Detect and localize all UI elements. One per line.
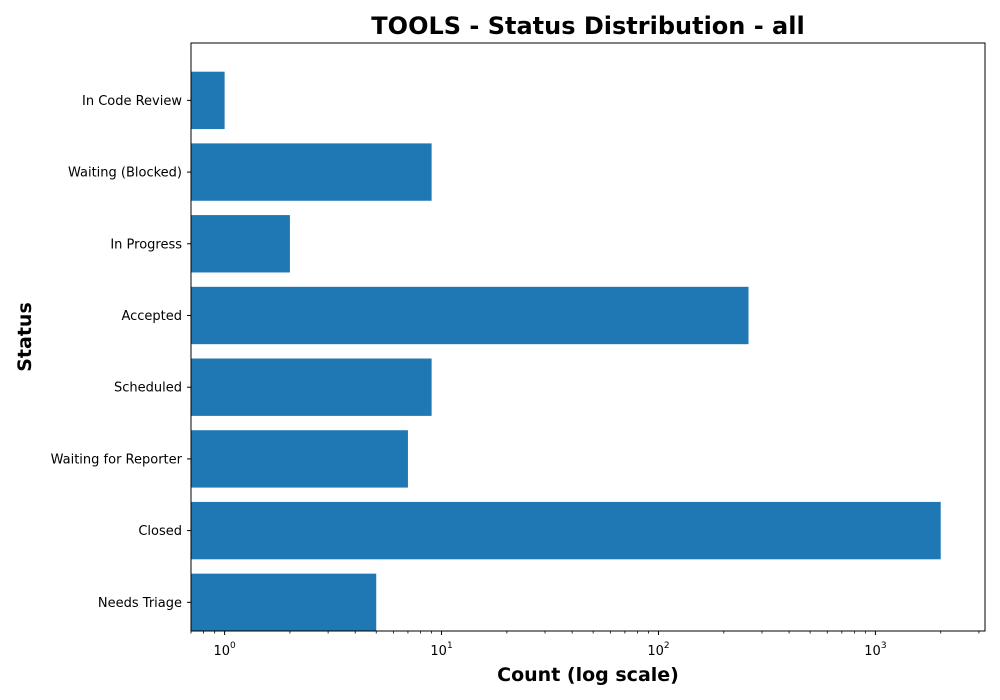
x-axis: 100 101 102 103 [190,631,980,659]
bar-scheduled [191,358,432,416]
y-tick-label: In Progress [110,237,182,252]
y-axis-label: Status [14,302,36,372]
bar-closed [191,501,941,560]
x-tick-label-base: 10 [430,644,447,659]
bars-layer [191,71,941,631]
x-tick-label-base: 10 [864,644,881,659]
x-axis-label: Count (log scale) [497,664,679,686]
x-tick-label-exponent: 2 [664,641,670,651]
y-axis: In Code Review Waiting (Blocked) In Progre… [51,94,191,611]
y-tick-label: Waiting (Blocked) [68,166,182,181]
y-tick-label: Closed [138,524,182,539]
plot-frame [190,42,986,632]
bar-waiting-for-reporter [191,430,408,488]
x-tick-label-exponent: 0 [230,641,236,651]
x-tick-label-base: 10 [213,644,230,659]
x-tick-label: 102 [647,641,669,659]
y-tick-label: Scheduled [114,381,182,396]
x-tick-label: 101 [430,641,452,659]
y-tick-label: In Code Review [82,94,182,109]
chart-title: TOOLS - Status Distribution - all [371,12,804,40]
y-tick-label: Waiting for Reporter [51,452,183,467]
bar-waiting-blocked [191,143,432,201]
bar-in-code-review [191,71,225,130]
x-tick-label: 103 [864,641,886,659]
x-tick-label: 100 [213,641,236,659]
bar-accepted [191,286,749,345]
y-tick-label: Accepted [121,309,182,324]
bar-in-progress [191,215,290,273]
x-tick-label-base: 10 [647,644,664,659]
x-tick-label-exponent: 3 [881,641,887,651]
y-tick-label: Needs Triage [98,596,182,611]
x-tick-label-exponent: 1 [447,641,453,651]
bar-needs-triage [191,573,377,631]
